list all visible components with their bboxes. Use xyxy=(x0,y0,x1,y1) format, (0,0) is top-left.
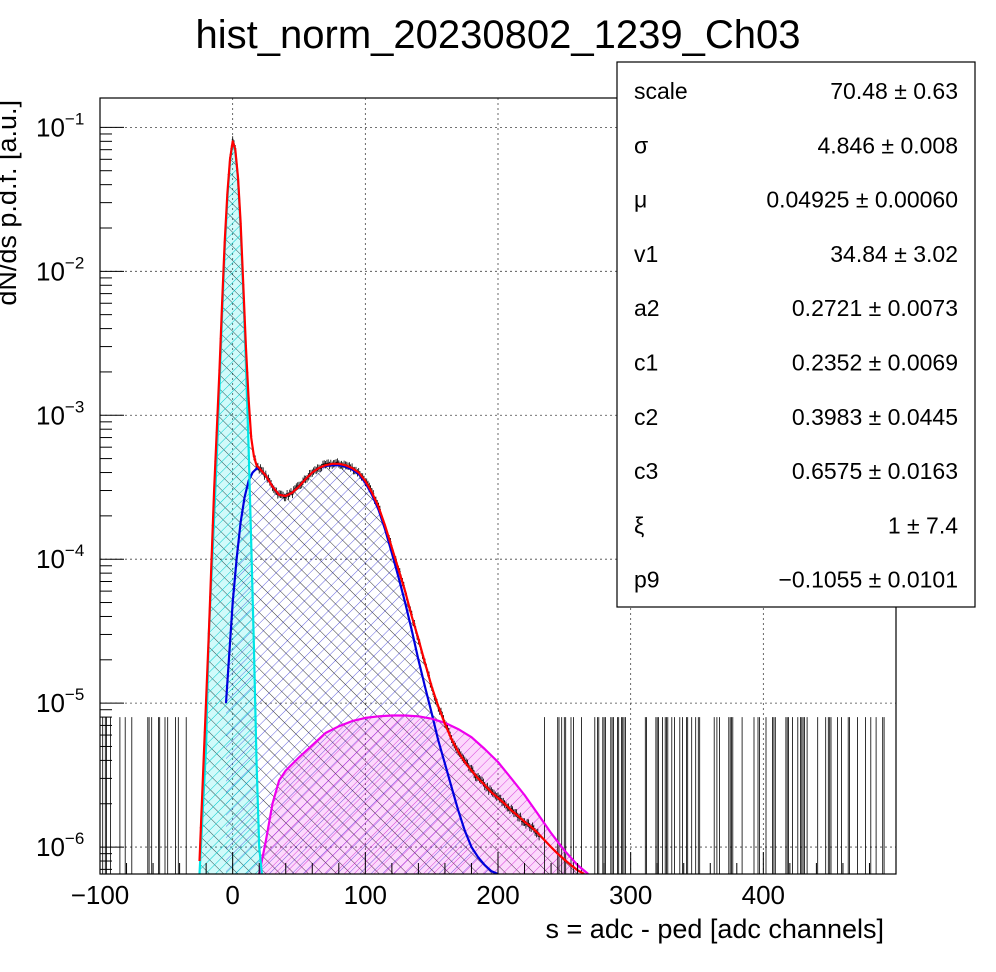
y-tick-label: 10−4 xyxy=(36,541,84,574)
stats-box-frame xyxy=(616,61,976,608)
stat-name: v1 xyxy=(634,241,658,267)
chart-title: hist_norm_20230802_1239_Ch03 xyxy=(196,13,801,57)
stat-value: 0.2352 ± 0.0069 xyxy=(792,350,958,376)
stat-name: scale xyxy=(634,78,688,104)
fit-curves xyxy=(198,140,589,874)
stat-name: c3 xyxy=(634,458,658,484)
fit-stats-box: scale 70.48 ± 0.63 σ 4.846 ± 0.008 μ 0.04925 … xyxy=(616,61,976,608)
stat-value: 0.6575 ± 0.0163 xyxy=(792,458,958,484)
x-tick-label: 0 xyxy=(225,880,239,910)
stat-value: 0.2721 ± 0.0073 xyxy=(792,295,958,321)
stat-name: c1 xyxy=(634,350,658,376)
stat-value: 0.04925 ± 0.00060 xyxy=(766,187,958,213)
stat-value: 0.3983 ± 0.0445 xyxy=(792,404,958,430)
stat-name: σ xyxy=(634,132,648,158)
stat-name: p9 xyxy=(634,567,660,593)
x-tick-label: 200 xyxy=(476,880,519,910)
y-tick-label: 10−6 xyxy=(36,829,84,862)
tail-curve xyxy=(258,714,589,874)
y-axis-label: dN/ds p.d.f. [a.u.] xyxy=(0,100,22,306)
component-fills xyxy=(199,141,589,874)
x-tick-label: 100 xyxy=(344,880,387,910)
stat-value: 70.48 ± 0.63 xyxy=(830,78,958,104)
signal-curve xyxy=(224,464,499,874)
stat-value: 34.84 ± 3.02 xyxy=(830,241,958,267)
stat-name: ξ xyxy=(634,512,644,538)
total-fit-curve xyxy=(198,140,585,874)
x-tick-label: 300 xyxy=(609,880,652,910)
tail-hatch xyxy=(259,715,589,874)
y-tick-label: 10−3 xyxy=(36,397,84,430)
y-axis: 10−6 10−5 10−4 10−3 10−2 10−1 xyxy=(36,109,124,870)
y-tick-label: 10−5 xyxy=(36,685,84,718)
stat-name: μ xyxy=(634,187,647,213)
stat-name: c2 xyxy=(634,404,658,430)
x-tick-label: −100 xyxy=(71,880,130,910)
y-tick-label: 10−2 xyxy=(36,253,84,286)
stat-value: 4.846 ± 0.008 xyxy=(817,132,958,158)
stat-value: −0.1055 ± 0.0101 xyxy=(778,567,958,593)
y-tick-label: 10−1 xyxy=(36,109,84,142)
stat-name: a2 xyxy=(634,295,660,321)
stat-value: 1 ± 7.4 xyxy=(888,512,958,538)
pedestal-hatch xyxy=(199,142,262,874)
x-tick-label: 400 xyxy=(742,880,785,910)
x-axis-label: s = adc - ped [adc channels] xyxy=(546,914,884,944)
x-axis: −100 0 100 200 300 400 xyxy=(71,852,897,910)
